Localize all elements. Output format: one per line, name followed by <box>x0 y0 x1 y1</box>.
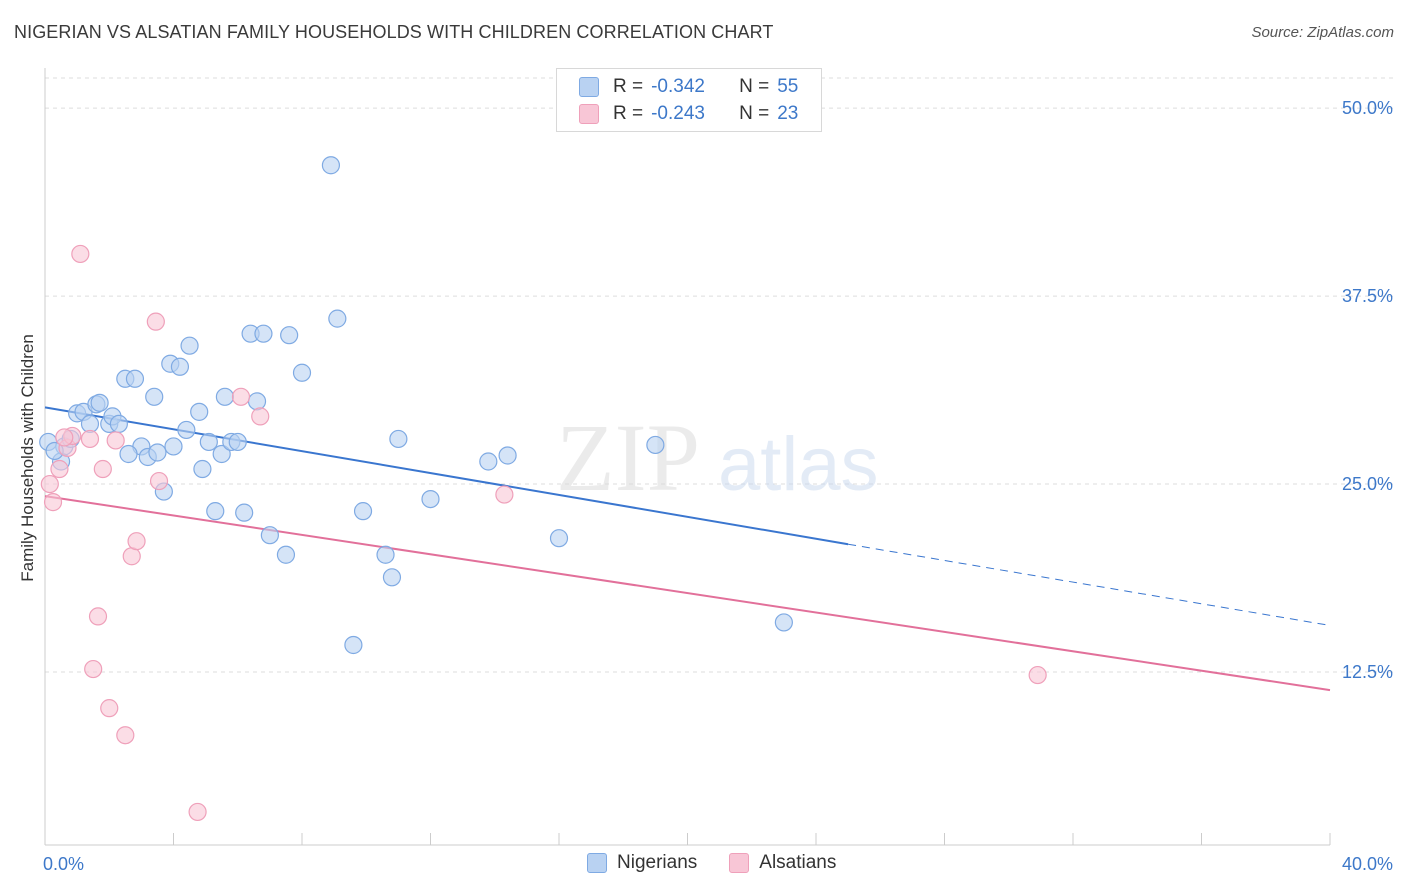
data-point-nigerians <box>90 393 109 412</box>
series-legend: Nigerians Alsatians <box>587 852 868 874</box>
series-label-alsatians: Alsatians <box>759 852 837 873</box>
data-point-nigerians <box>206 502 225 521</box>
data-point-nigerians <box>479 452 498 471</box>
data-point-nigerians <box>193 459 212 479</box>
data-point-nigerians <box>199 432 218 452</box>
data-point-nigerians <box>389 429 408 449</box>
y-tick-label: 50.0% <box>1342 98 1393 118</box>
legend-swatch-nigerians <box>579 77 599 97</box>
data-point-nigerians <box>180 336 199 355</box>
data-point-nigerians <box>254 324 273 343</box>
data-point-nigerians <box>260 526 279 545</box>
data-point-nigerians <box>215 387 234 406</box>
data-point-nigerians <box>280 326 299 345</box>
data-point-alsatians <box>43 493 63 512</box>
watermark: ZIP atlas <box>556 404 879 511</box>
data-point-alsatians <box>55 428 74 447</box>
data-point-nigerians <box>353 502 373 521</box>
data-point-nigerians <box>212 444 231 464</box>
y-tick-label: 37.5% <box>1342 286 1393 306</box>
data-point-nigerians <box>321 156 341 175</box>
data-point-alsatians <box>251 407 270 426</box>
data-point-alsatians <box>188 802 207 822</box>
data-point-alsatians <box>116 726 135 745</box>
watermark-zip: ZIP <box>556 404 700 511</box>
y-tick-label: 12.5% <box>1342 662 1393 682</box>
data-points <box>39 156 1047 822</box>
data-point-alsatians <box>88 607 108 626</box>
data-point-nigerians <box>292 363 312 382</box>
data-point-alsatians <box>84 659 103 679</box>
data-point-alsatians <box>71 244 90 264</box>
data-point-nigerians <box>646 435 665 455</box>
data-point-alsatians <box>146 312 165 331</box>
data-point-nigerians <box>235 503 254 522</box>
legend-n-value: 23 <box>777 103 799 124</box>
data-point-nigerians <box>148 443 167 462</box>
legend-r-label: R = <box>613 103 644 124</box>
data-point-nigerians <box>145 387 164 406</box>
watermark-atlas: atlas <box>718 422 879 507</box>
legend-n-label: N = <box>739 76 770 97</box>
data-point-nigerians <box>328 309 347 328</box>
data-point-alsatians <box>50 459 69 479</box>
legend-r-value: -0.342 <box>651 76 705 97</box>
data-point-nigerians <box>421 489 440 509</box>
data-point-nigerians <box>344 635 363 655</box>
y-tick-label: 25.0% <box>1342 474 1393 494</box>
x-tick-label: 0.0% <box>43 854 84 874</box>
data-point-nigerians <box>382 568 402 587</box>
series-legend-alsatians: Alsatians <box>729 852 836 874</box>
data-point-nigerians <box>376 545 395 564</box>
data-point-nigerians <box>228 432 247 452</box>
data-point-nigerians <box>276 545 296 564</box>
legend-swatch-alsatians <box>579 104 599 124</box>
data-point-alsatians <box>80 429 100 449</box>
data-point-alsatians <box>127 532 146 551</box>
legend-row-nigerians: R = -0.342 N = 55 <box>579 75 798 99</box>
data-point-alsatians <box>1028 665 1047 685</box>
data-point-alsatians <box>149 471 169 491</box>
data-point-nigerians <box>109 414 128 434</box>
y-axis-label: Family Households with Children <box>18 334 37 582</box>
legend-n-label: N = <box>739 103 770 124</box>
series-label-nigerians: Nigerians <box>617 852 698 873</box>
data-point-alsatians <box>106 431 125 450</box>
data-point-alsatians <box>93 459 112 479</box>
data-point-alsatians <box>40 474 59 494</box>
legend-n-value: 55 <box>777 76 799 97</box>
series-legend-nigerians: Nigerians <box>587 852 697 874</box>
data-point-nigerians <box>177 420 196 440</box>
data-point-alsatians <box>495 485 514 504</box>
data-point-nigerians <box>170 357 190 376</box>
x-tick-label: 40.0% <box>1342 854 1393 874</box>
data-point-nigerians <box>247 392 267 411</box>
data-point-alsatians <box>100 699 119 718</box>
data-point-nigerians <box>125 369 145 388</box>
data-point-nigerians <box>498 446 517 465</box>
series-swatch-nigerians <box>587 853 607 873</box>
chart-title: NIGERIAN VS ALSATIAN FAMILY HOUSEHOLDS W… <box>14 22 774 42</box>
grid-lines <box>45 77 1395 673</box>
legend-row-alsatians: R = -0.243 N = 23 <box>579 102 798 126</box>
data-point-nigerians <box>190 402 209 421</box>
source-credit: Source: ZipAtlas.com <box>1251 24 1394 41</box>
tick-labels: 12.5% 25.0% 37.5% 50.0% 0.0% 40.0% <box>43 98 1393 874</box>
axes <box>44 68 1331 846</box>
data-point-nigerians <box>119 444 138 464</box>
data-point-alsatians <box>231 387 251 406</box>
trend-line-alsatians <box>44 495 1331 692</box>
legend-r-label: R = <box>613 76 644 97</box>
data-point-alsatians <box>122 547 141 566</box>
series-swatch-alsatians <box>729 853 750 873</box>
data-point-nigerians <box>164 437 183 456</box>
correlation-legend: R = -0.342 N = 55 R = -0.243 N = 23 <box>556 68 822 132</box>
data-point-nigerians <box>774 613 793 632</box>
trend-line-nigerians-extension <box>848 543 1331 626</box>
data-point-nigerians <box>549 529 569 548</box>
legend-r-value: -0.243 <box>651 103 705 124</box>
